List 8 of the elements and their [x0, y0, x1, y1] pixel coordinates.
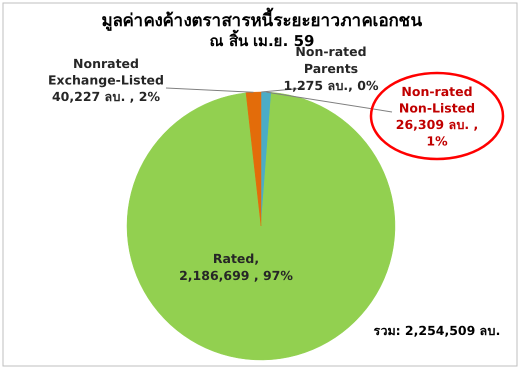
data-label: 1,275 ลบ., 0% — [284, 78, 379, 93]
slice-label: Non-rated Non-Listed — [398, 84, 476, 116]
data-label: 26,309 ลบ. , 1% — [396, 117, 478, 148]
slice-label: Rated, 2,186,699 , 97% — [179, 251, 294, 283]
text: รวม: 2,254,509 ลบ. — [374, 323, 500, 338]
data-label: 40,227 ลบ. , 2% — [52, 89, 160, 104]
slice-label: Nonrated Exchange-Listed — [48, 56, 164, 88]
chart-title: มูลค่าคงค้างตราสารหนี้ระยะยาวภาคเอกชน — [102, 7, 422, 32]
